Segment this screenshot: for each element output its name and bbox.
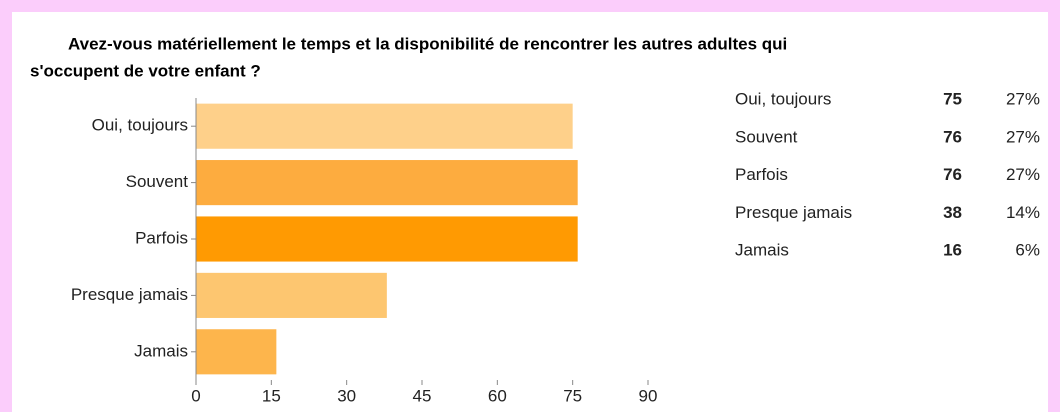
bar [196,329,277,375]
bar [196,160,578,206]
x-tick-label: 90 [639,386,658,405]
table-label: Jamais [735,241,789,260]
x-tick-label: 0 [191,386,200,405]
table-label: Oui, toujours [735,89,831,108]
y-tick-label: Oui, toujours [92,116,188,135]
table-count: 38 [943,203,962,222]
x-tick-label: 45 [413,386,432,405]
table-label: Parfois [735,165,788,184]
table-count: 16 [943,241,962,260]
bar [196,216,578,262]
table-percent: 27% [1006,165,1040,184]
y-tick-label: Presque jamais [71,285,188,304]
bar [196,103,573,149]
x-tick-label: 15 [262,386,281,405]
table-count: 76 [943,165,962,184]
panel [12,12,1048,412]
table-percent: 27% [1006,89,1040,108]
table-label: Presque jamais [735,203,852,222]
table-percent: 27% [1006,127,1040,146]
y-tick-label: Souvent [126,172,189,191]
x-tick-label: 75 [563,386,582,405]
chart-title: s'occupent de votre enfant ? [30,61,261,80]
table-percent: 14% [1006,203,1040,222]
x-tick-label: 60 [488,386,507,405]
table-label: Souvent [735,127,798,146]
table-count: 75 [943,89,962,108]
y-tick-label: Jamais [134,341,188,360]
chart-title: Avez-vous matériellement le temps et la … [68,34,787,53]
table-count: 76 [943,127,962,146]
table-percent: 6% [1015,241,1040,260]
bar [196,272,387,318]
y-tick-label: Parfois [135,228,188,247]
x-tick-label: 30 [337,386,356,405]
